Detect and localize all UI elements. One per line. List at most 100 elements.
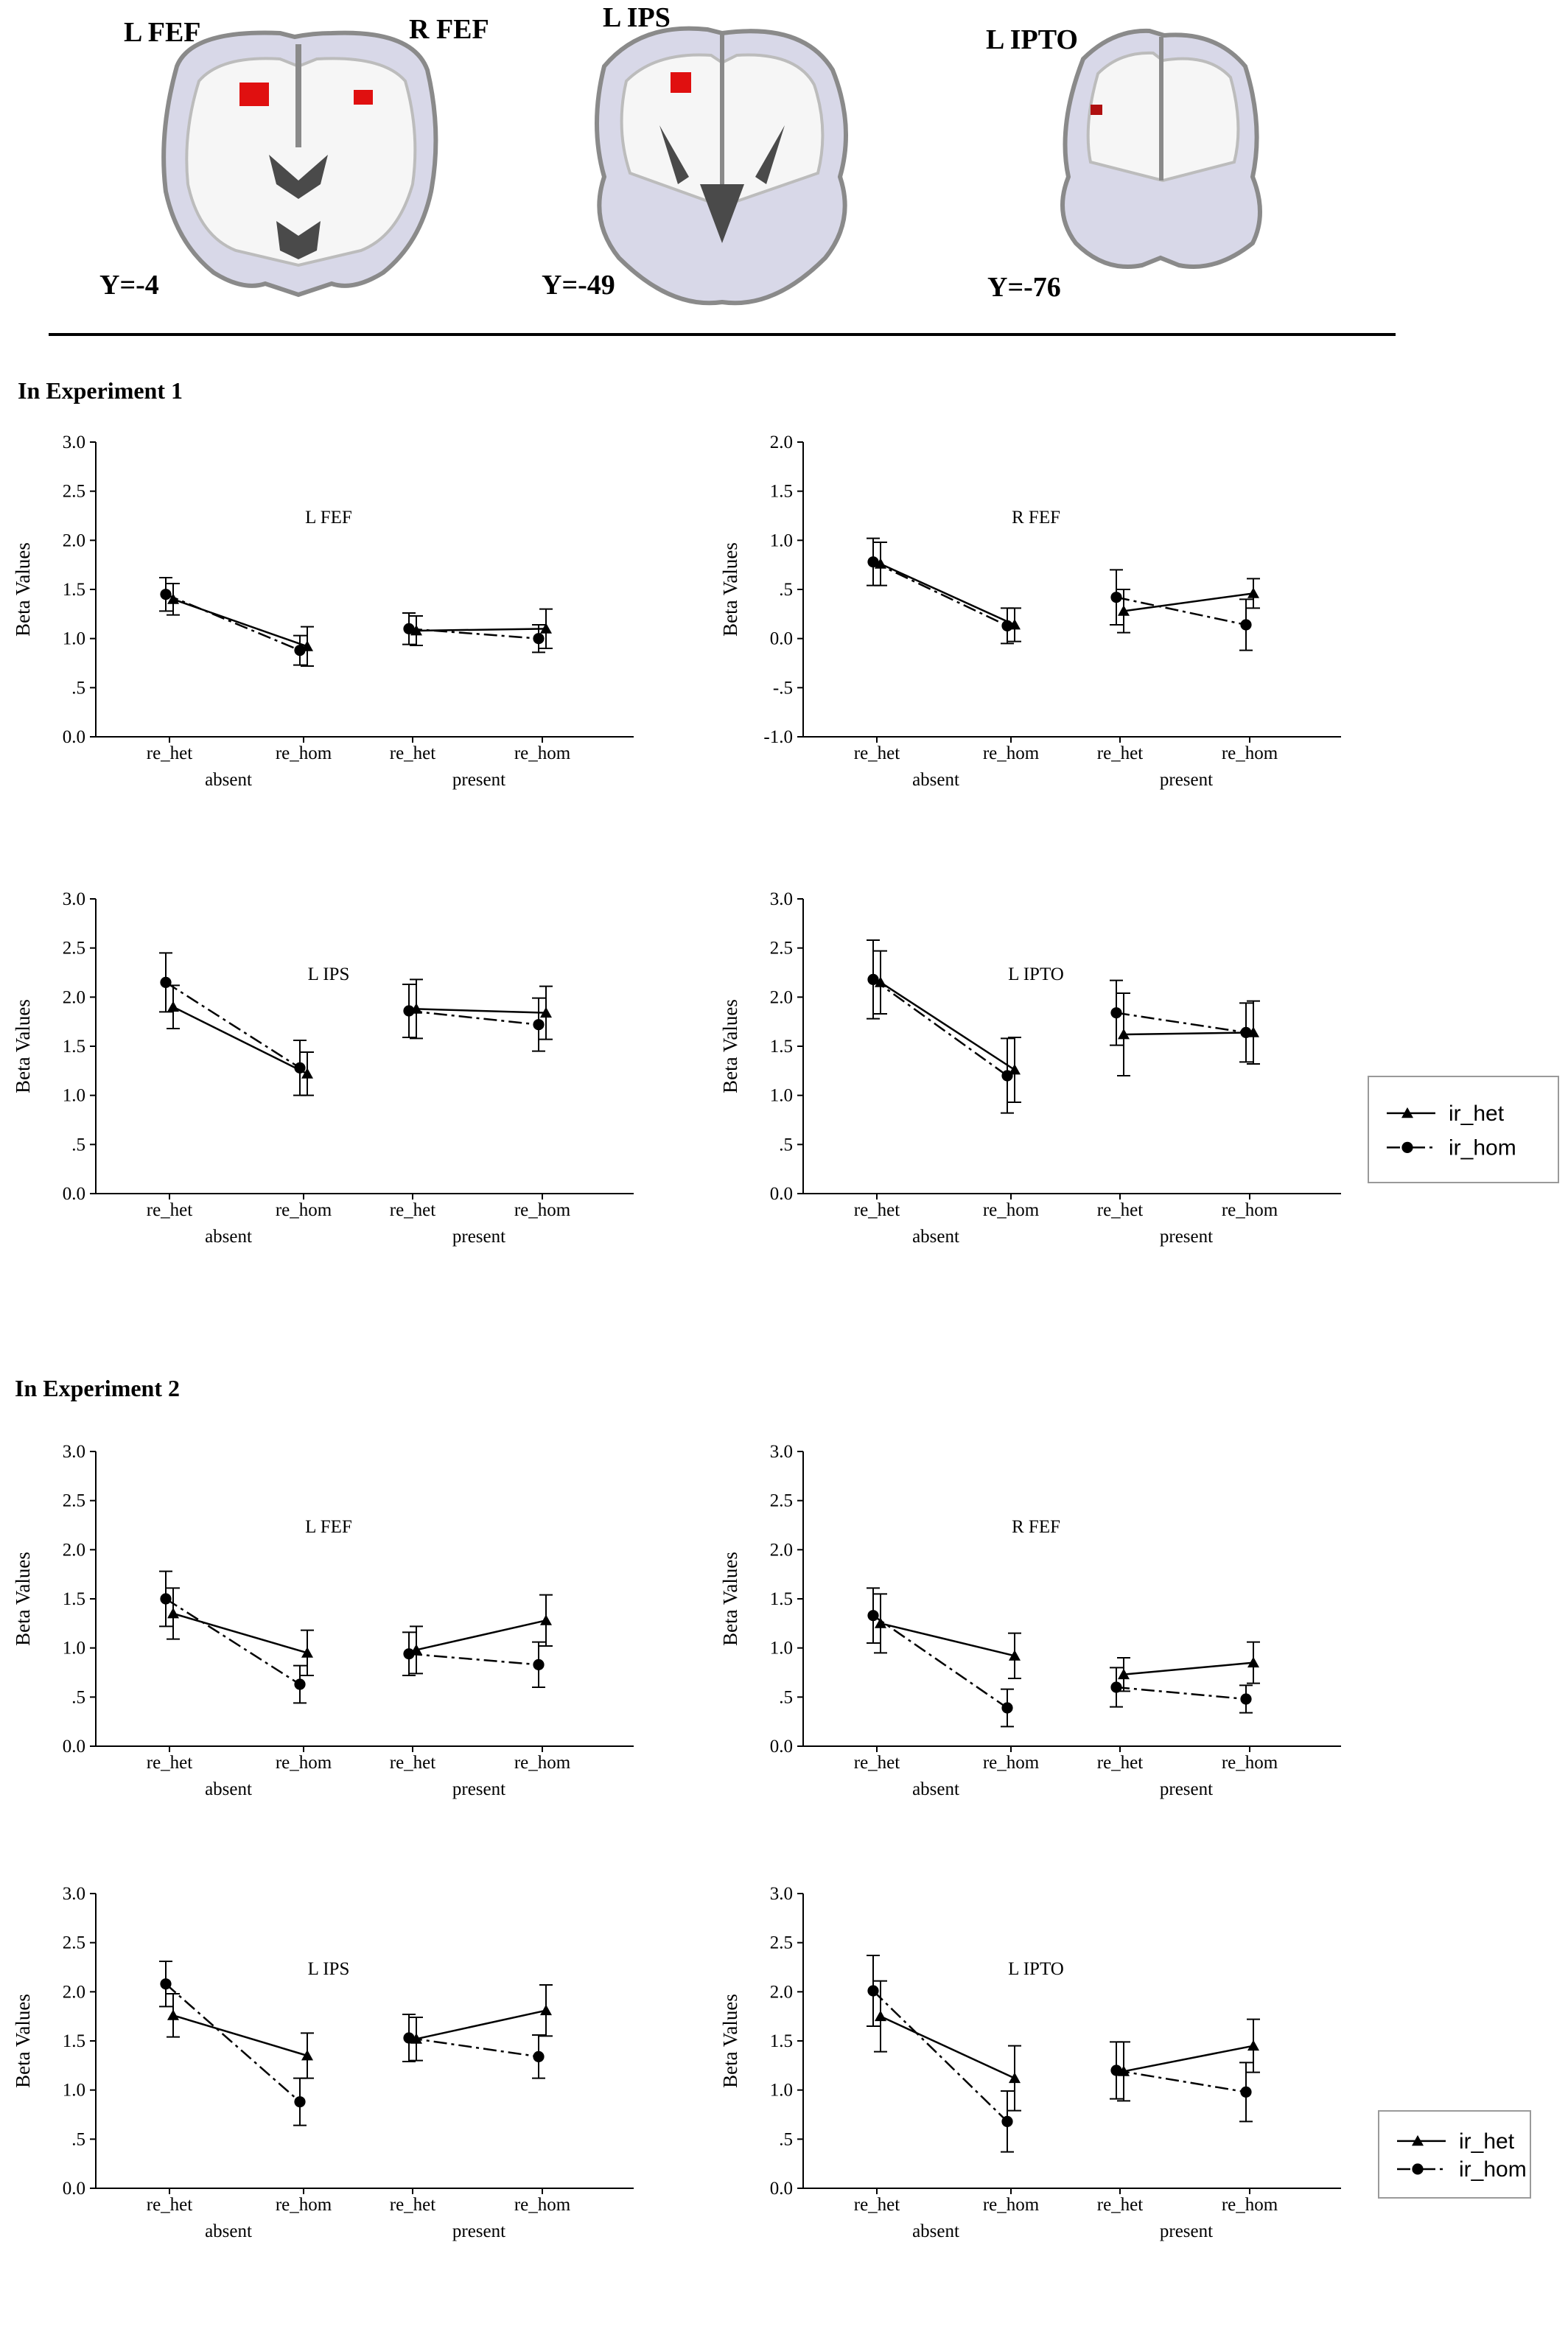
x-tick-label: re_het <box>1097 743 1144 763</box>
x-tick-label: re_het <box>1097 1200 1144 1220</box>
series-line-ir_hom <box>872 1990 1008 2123</box>
triangle-marker <box>167 2009 179 2020</box>
y-tick-label: 1.0 <box>63 1086 85 1106</box>
triangle-marker <box>540 623 552 634</box>
series-line-ir_hom <box>165 1983 301 2103</box>
y-tick-label: 2.0 <box>770 987 793 1007</box>
x-tick-label: re_het <box>390 2195 436 2215</box>
chart-title: L IPTO <box>1008 964 1064 984</box>
y-tick-label: 3.0 <box>770 1884 793 1904</box>
chart-title: L FEF <box>305 508 352 528</box>
triangle-marker <box>1118 1029 1130 1040</box>
y-tick-label: .5 <box>779 1135 793 1155</box>
x-tick-label: re_het <box>854 2195 900 2215</box>
series-line-ir_het <box>172 2014 308 2057</box>
circle-marker <box>160 589 172 600</box>
legend-entries: ir_het ir_hom <box>1397 2129 1527 2182</box>
y-tick-label: 2.5 <box>770 939 793 959</box>
circle-marker <box>403 1648 415 1660</box>
x-tick-label: re_het <box>390 1200 436 1220</box>
series-line-ir_hom <box>872 978 1008 1077</box>
triangle-marker <box>1401 1107 1413 1118</box>
triangle-marker <box>540 1006 552 1018</box>
x-group-label: absent <box>205 1227 252 1247</box>
brain-slice-drawing <box>1060 28 1262 269</box>
series-line-ir_het <box>880 2015 1015 2079</box>
triangle-marker <box>167 593 179 604</box>
y-tick-label: 0.0 <box>63 727 85 747</box>
circle-marker <box>867 973 879 985</box>
chart-exp2-r-fef: 0.0 .5 1.0 1.5 2.0 2.5 3.0 re_het re_hom re_het re… <box>719 1442 1341 1799</box>
series-line-ir_het <box>416 1008 547 1014</box>
series-line-ir_hom <box>408 2036 539 2058</box>
y-tick-label: .5 <box>779 580 793 600</box>
circle-marker <box>1110 1007 1122 1019</box>
brain-slice-drawing <box>161 30 438 298</box>
y-tick-label: 0.0 <box>63 2179 85 2199</box>
brain-coord-label: Y=-49 <box>542 270 615 301</box>
circle-marker <box>294 2096 306 2108</box>
y-tick-label: 2.0 <box>63 1540 85 1560</box>
y-tick-label: 2.5 <box>63 482 85 502</box>
x-tick-label: re_hom <box>983 1753 1040 1773</box>
circle-marker <box>1240 619 1252 631</box>
series-line-ir_hom <box>165 593 301 651</box>
triangle-marker <box>540 1614 552 1625</box>
x-group-label: present <box>452 1779 505 1799</box>
triangle-marker <box>1009 1064 1021 1075</box>
circle-marker <box>1110 2064 1122 2076</box>
x-tick-label: re_het <box>1097 1753 1144 1773</box>
legend-label: ir_het <box>1449 1102 1505 1126</box>
series-line-ir_het <box>1123 1661 1254 1675</box>
brain-coord-label: Y=-4 <box>99 270 159 301</box>
x-tick-label: re_hom <box>1222 2195 1278 2215</box>
y-axis-label: Beta Values <box>719 999 741 1093</box>
circle-marker <box>533 1019 545 1031</box>
triangle-marker <box>1118 605 1130 616</box>
series-line-ir_hom <box>165 1597 301 1686</box>
y-tick-label: 2.5 <box>63 1933 85 1953</box>
y-tick-label: .5 <box>71 678 85 698</box>
y-tick-label: 1.5 <box>770 482 793 502</box>
triangle-marker <box>1118 1668 1130 1680</box>
x-tick-label: re_het <box>147 743 193 763</box>
y-tick-label: 1.0 <box>63 629 85 649</box>
circle-marker <box>533 2050 545 2062</box>
x-group-label: present <box>452 1227 505 1247</box>
y-tick-label: 1.5 <box>63 2031 85 2051</box>
x-tick-label: re_hom <box>983 1200 1040 1220</box>
x-group-label: absent <box>205 2221 252 2241</box>
y-tick-label: 2.0 <box>63 1982 85 2002</box>
y-tick-label: 2.5 <box>770 1933 793 1953</box>
x-tick-label: re_hom <box>514 1200 571 1220</box>
circle-marker <box>1001 1070 1013 1082</box>
y-tick-label: .5 <box>71 1687 85 1707</box>
x-tick-label: re_hom <box>514 2195 571 2215</box>
x-group-label: present <box>1160 1779 1213 1799</box>
triangle-marker <box>301 2050 313 2061</box>
y-tick-label: 0.0 <box>63 1737 85 1757</box>
x-group-label: absent <box>912 2221 959 2241</box>
y-tick-label: 3.0 <box>63 889 85 909</box>
series-line-ir_hom <box>408 1653 539 1666</box>
x-tick-label: re_het <box>390 1753 436 1773</box>
y-tick-label: 0.0 <box>63 1184 85 1204</box>
circle-marker <box>160 1593 172 1605</box>
series-line-ir_hom <box>1116 1686 1247 1701</box>
y-tick-label: 3.0 <box>770 1442 793 1462</box>
x-tick-label: re_hom <box>276 743 332 763</box>
y-tick-label: 1.0 <box>770 530 793 550</box>
series-line-ir_hom <box>1116 1012 1247 1034</box>
circle-marker <box>867 1985 879 1997</box>
triangle-marker <box>167 1001 179 1012</box>
y-axis-label: Beta Values <box>12 542 34 637</box>
legend-label: ir_hom <box>1459 2157 1527 2182</box>
circle-marker <box>1240 2086 1252 2098</box>
circle-marker <box>160 1978 172 1990</box>
triangle-marker <box>1247 2039 1259 2051</box>
chart-exp1-l-fef: 0.0 .5 1.0 1.5 2.0 2.5 3.0 re_het re_hom re_het re… <box>12 432 634 790</box>
circle-marker <box>1412 2163 1424 2175</box>
triangle-marker <box>1247 1656 1259 1668</box>
y-axis-label: Beta Values <box>12 1994 34 2088</box>
x-group-label: absent <box>912 1227 959 1247</box>
